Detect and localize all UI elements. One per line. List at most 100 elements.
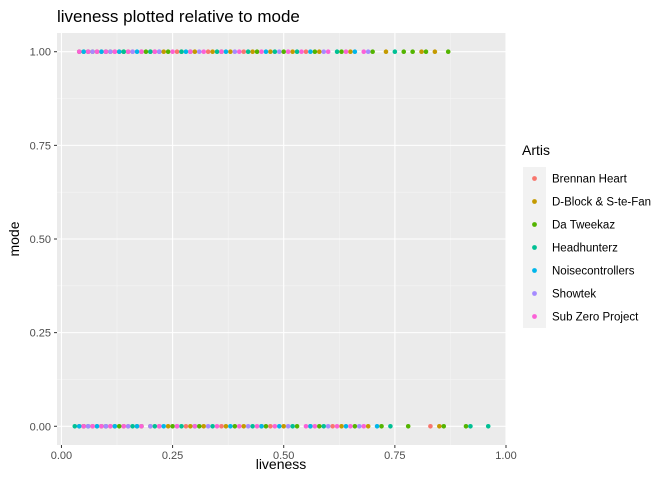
data-point bbox=[365, 49, 371, 55]
data-point bbox=[130, 423, 135, 429]
data-point bbox=[348, 423, 353, 429]
data-point bbox=[250, 423, 255, 429]
data-point bbox=[321, 49, 327, 55]
data-point bbox=[272, 423, 278, 429]
data-point bbox=[196, 49, 202, 55]
data-point bbox=[259, 423, 264, 429]
data-point bbox=[214, 49, 220, 55]
data-point bbox=[290, 423, 295, 429]
data-point bbox=[263, 49, 269, 55]
data-point bbox=[116, 423, 122, 429]
data-point bbox=[85, 49, 91, 55]
data-point bbox=[343, 423, 349, 429]
data-point bbox=[188, 423, 193, 429]
data-point bbox=[161, 423, 166, 429]
data-point bbox=[410, 49, 415, 55]
data-point bbox=[343, 49, 349, 55]
data-point bbox=[463, 423, 469, 429]
data-point bbox=[321, 423, 327, 429]
data-point bbox=[250, 49, 255, 55]
data-point bbox=[285, 423, 291, 429]
data-point bbox=[223, 49, 229, 55]
data-point bbox=[361, 423, 367, 429]
legend-label: Brennan Heart bbox=[552, 174, 628, 186]
x-tick-label: 0.50 bbox=[273, 450, 294, 462]
data-point bbox=[379, 423, 384, 429]
data-point bbox=[383, 49, 389, 55]
y-axis-title: mode bbox=[6, 221, 22, 256]
data-point bbox=[179, 49, 184, 55]
x-axis: 0.00 0.25 0.50 0.75 1.00 bbox=[51, 445, 517, 462]
legend-key-dot bbox=[532, 291, 537, 296]
data-point bbox=[272, 49, 278, 55]
x-tick-label: 0.00 bbox=[51, 450, 72, 462]
data-point bbox=[134, 49, 140, 55]
data-point bbox=[334, 49, 340, 55]
data-point bbox=[188, 49, 193, 55]
data-point bbox=[236, 49, 242, 55]
data-point bbox=[125, 49, 131, 55]
data-point bbox=[183, 423, 189, 429]
data-point bbox=[325, 423, 331, 429]
data-point bbox=[103, 49, 109, 55]
data-point bbox=[99, 49, 104, 55]
data-point bbox=[352, 49, 358, 55]
data-point bbox=[156, 49, 162, 55]
data-point bbox=[348, 49, 353, 55]
legend-label: Headhunterz bbox=[552, 243, 618, 255]
data-point bbox=[201, 423, 207, 429]
data-point bbox=[192, 423, 198, 429]
y-tick-label: 0.75 bbox=[30, 140, 51, 152]
data-point bbox=[205, 423, 211, 429]
data-point bbox=[281, 49, 287, 55]
data-point bbox=[228, 423, 233, 429]
data-point bbox=[281, 423, 287, 429]
data-point bbox=[303, 423, 309, 429]
data-point bbox=[121, 49, 126, 55]
data-point bbox=[268, 423, 273, 429]
data-point bbox=[325, 49, 331, 55]
data-point bbox=[437, 423, 442, 429]
data-point bbox=[165, 49, 171, 55]
data-point bbox=[174, 49, 180, 55]
chart-title: liveness plotted relative to mode bbox=[57, 7, 300, 26]
legend-key-dot bbox=[532, 176, 537, 181]
data-point bbox=[192, 49, 198, 55]
legend-key-dot bbox=[532, 222, 537, 227]
data-point bbox=[143, 49, 149, 55]
data-point bbox=[294, 49, 300, 55]
data-point bbox=[108, 423, 113, 429]
data-point bbox=[156, 423, 162, 429]
data-point bbox=[299, 49, 304, 55]
data-point bbox=[148, 423, 153, 429]
data-point bbox=[290, 49, 295, 55]
data-point bbox=[76, 49, 82, 55]
data-point bbox=[219, 423, 224, 429]
data-points bbox=[72, 49, 491, 429]
legend-label: Sub Zero Project bbox=[552, 312, 639, 324]
data-point bbox=[263, 423, 269, 429]
data-point bbox=[210, 49, 215, 55]
data-point bbox=[90, 423, 95, 429]
legend-title: Artis bbox=[522, 142, 550, 158]
data-point bbox=[405, 423, 411, 429]
data-point bbox=[94, 423, 100, 429]
data-point bbox=[334, 423, 340, 429]
data-point bbox=[276, 49, 282, 55]
y-tick-label: 0.50 bbox=[30, 234, 51, 246]
legend-key-dot bbox=[532, 199, 537, 204]
data-point bbox=[356, 423, 362, 429]
data-point bbox=[214, 423, 220, 429]
x-tick-label: 0.25 bbox=[162, 450, 183, 462]
data-point bbox=[432, 49, 438, 55]
data-point bbox=[85, 423, 91, 429]
data-point bbox=[401, 49, 407, 55]
legend-key-dot bbox=[532, 268, 537, 273]
data-point bbox=[316, 49, 322, 55]
data-point bbox=[112, 423, 118, 429]
data-point bbox=[352, 423, 358, 429]
data-point bbox=[210, 423, 215, 429]
data-point bbox=[330, 423, 335, 429]
data-point bbox=[485, 423, 491, 429]
